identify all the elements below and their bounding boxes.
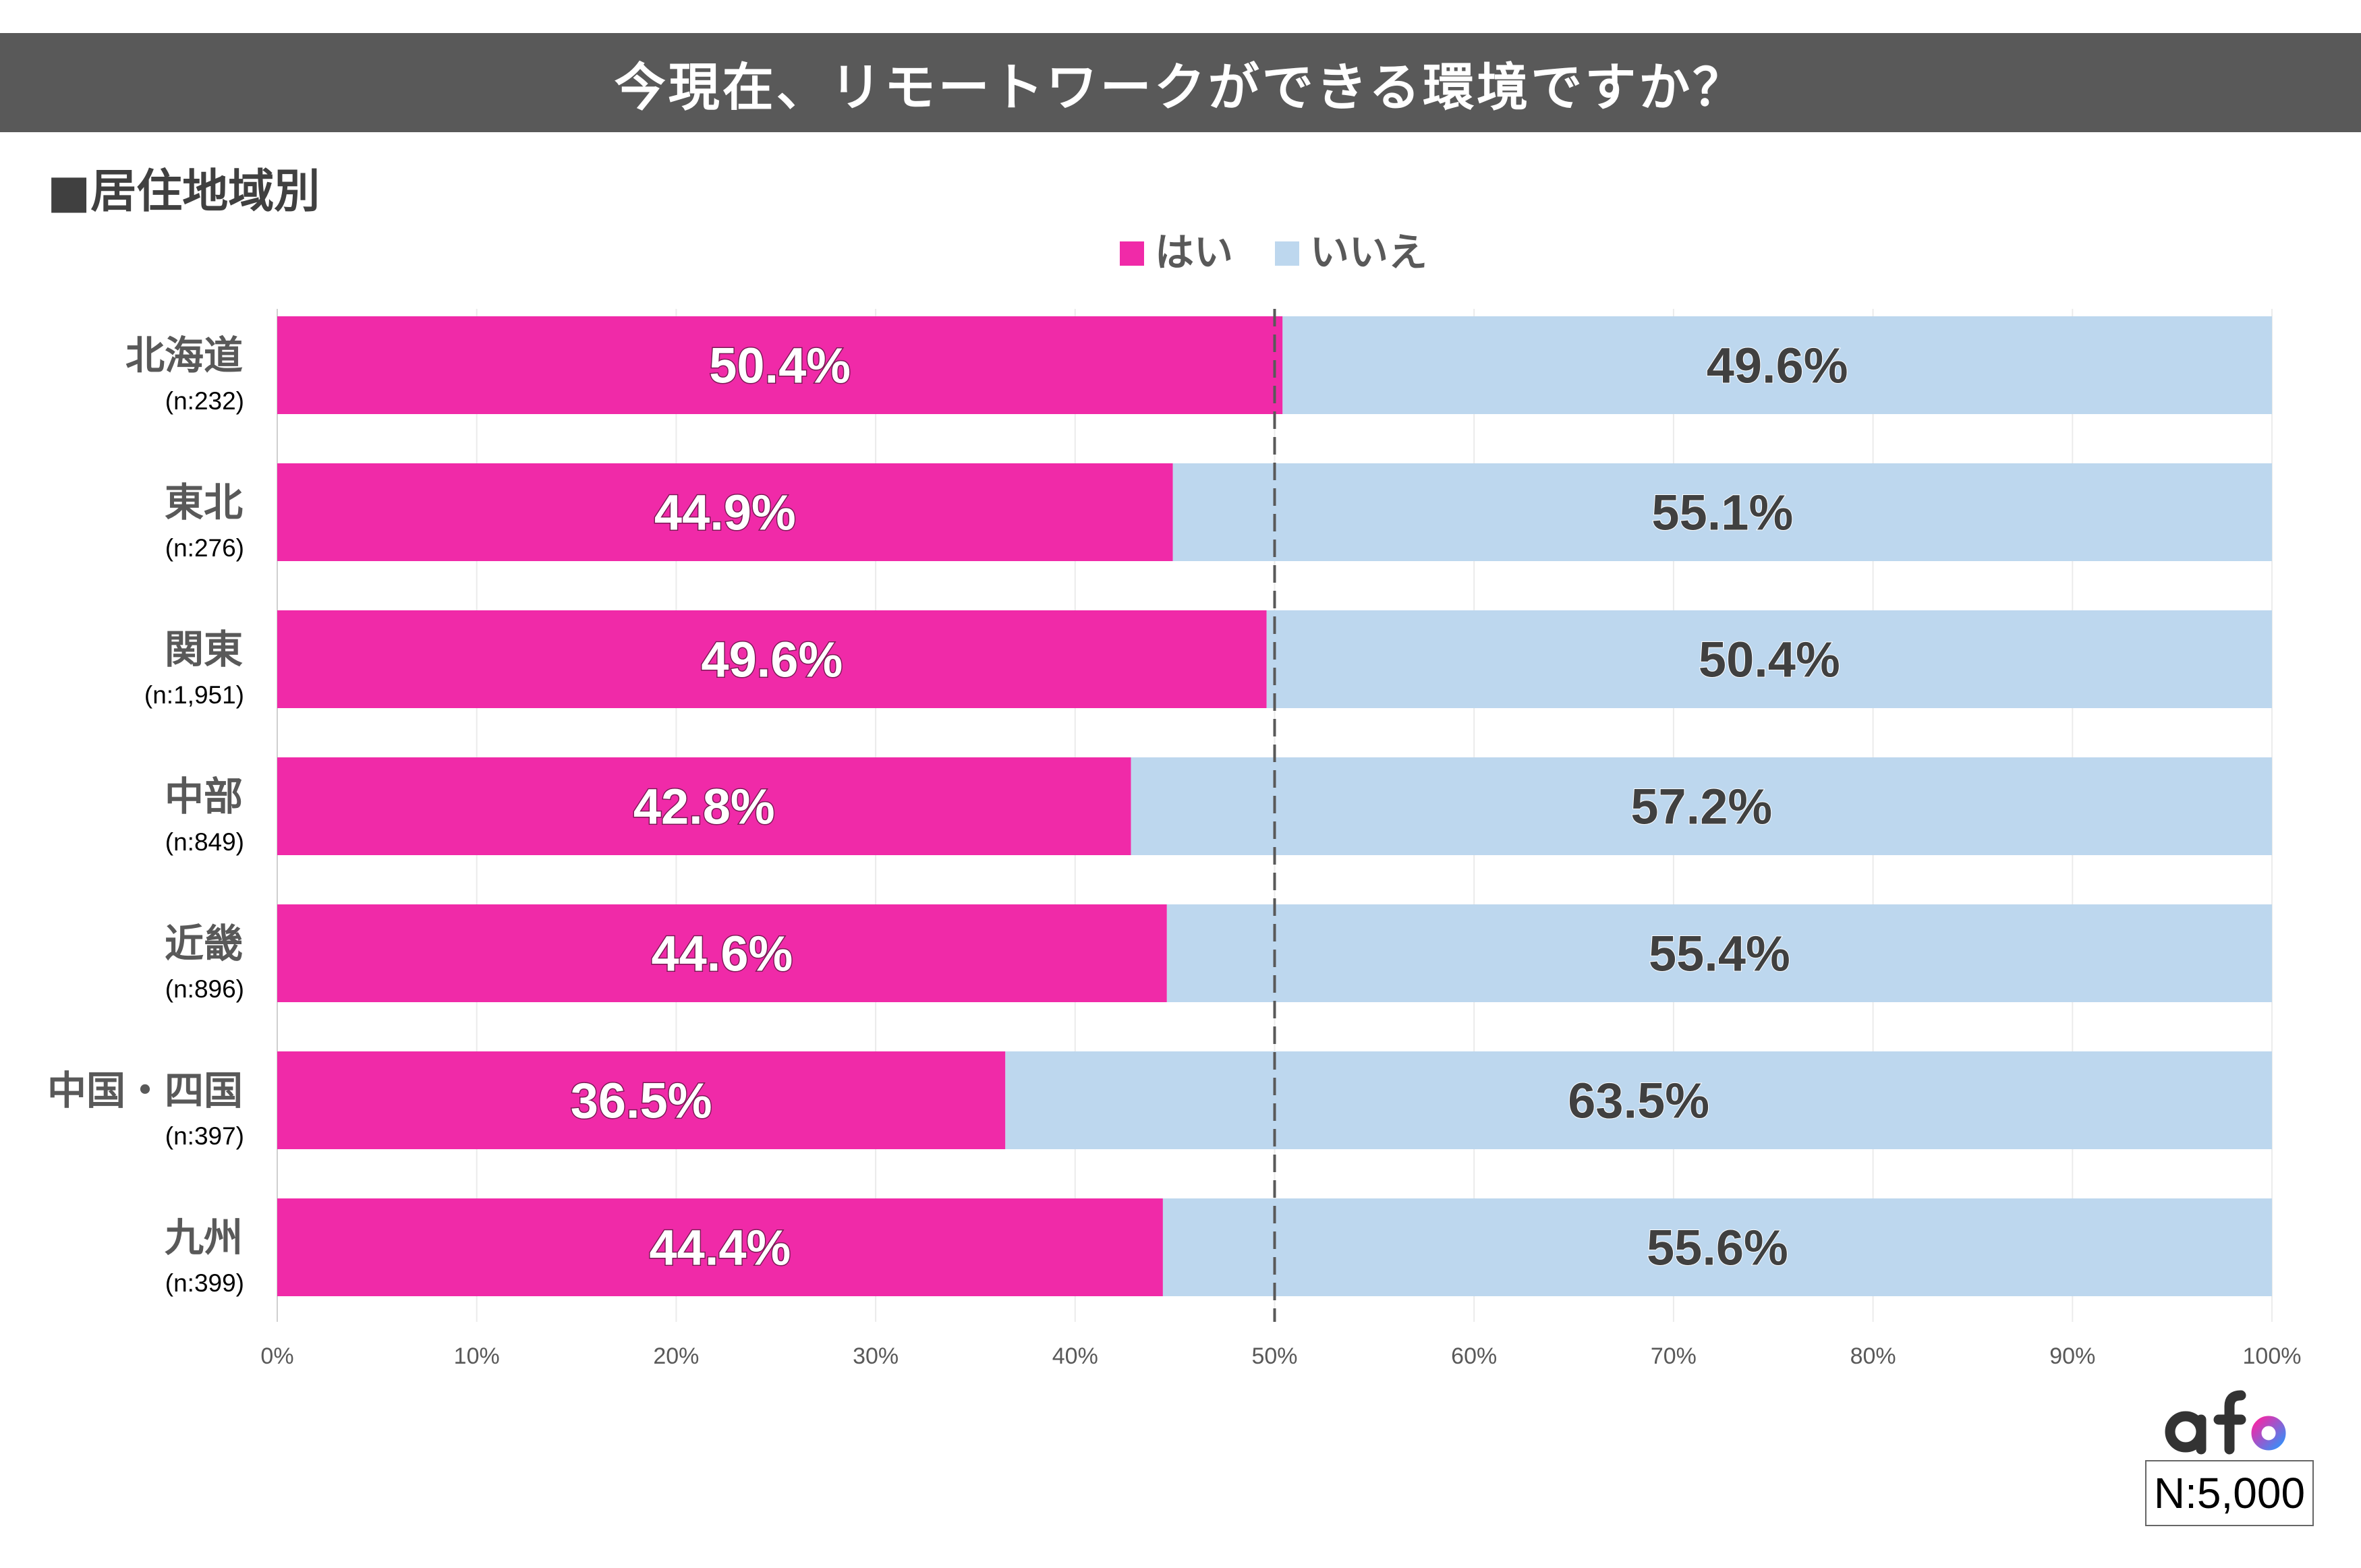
chart-subtitle: ■居住地域別 xyxy=(47,165,320,219)
bar-segment-yes xyxy=(277,1051,1006,1149)
category-label: 九州 xyxy=(165,1215,243,1260)
category-label: 北海道 xyxy=(125,332,243,378)
bar-segment-no xyxy=(1172,463,2272,561)
bar-segment-yes xyxy=(277,1198,1163,1296)
x-tick-label: 10% xyxy=(454,1343,500,1369)
category-label: 中国・四国 xyxy=(47,1068,243,1113)
afb-logo xyxy=(2165,1387,2286,1455)
x-tick-label: 60% xyxy=(1451,1343,1497,1369)
data-label: 55.6% xyxy=(1647,1220,1788,1276)
bar-segment-yes xyxy=(277,757,1131,855)
chart-title-bar: 今現在、リモートワークができる環境ですか？ xyxy=(0,33,2361,132)
bar-segment-no xyxy=(1266,610,2272,708)
x-tick-label: 80% xyxy=(1850,1343,1896,1369)
category-label: 東北 xyxy=(165,480,243,525)
x-tick-label: 50% xyxy=(1251,1343,1297,1369)
bar-segment-yes xyxy=(277,904,1167,1002)
x-tick-label: 90% xyxy=(2049,1343,2095,1369)
legend-label-no: いいえ xyxy=(1310,229,1427,275)
category-n-label: (n:397) xyxy=(165,1122,244,1150)
bar-segment-yes xyxy=(277,463,1173,561)
legend-label-yes: はい xyxy=(1155,229,1233,275)
category-label: 近畿 xyxy=(165,921,243,966)
bar-segment-no xyxy=(1282,316,2272,414)
sample-size: N:5,000 xyxy=(2153,1469,2306,1517)
bar-segment-no xyxy=(1162,1198,2272,1296)
chart-title: 今現在、リモートワークができる環境ですか？ xyxy=(614,57,1747,117)
data-label: 55.1% xyxy=(1651,485,1793,541)
data-label: 44.4% xyxy=(650,1220,791,1276)
bar-segment-yes xyxy=(277,316,1283,414)
category-n-label: (n:849) xyxy=(165,828,244,856)
x-tick-label: 100% xyxy=(2243,1343,2302,1369)
data-label: 44.6% xyxy=(651,926,793,982)
bar-segment-no xyxy=(1166,904,2272,1002)
bar-segment-yes xyxy=(277,610,1267,708)
category-n-label: (n:1,951) xyxy=(144,681,244,709)
sample-size-box: N:5,000 xyxy=(2145,1460,2314,1526)
data-label: 55.4% xyxy=(1649,926,1790,982)
x-tick-label: 70% xyxy=(1651,1343,1697,1369)
category-n-label: (n:399) xyxy=(165,1269,244,1297)
category-label: 関東 xyxy=(165,627,243,672)
x-tick-label: 20% xyxy=(653,1343,699,1369)
x-tick-label: 30% xyxy=(853,1343,899,1369)
data-label: 49.6% xyxy=(1707,338,1848,394)
category-n-label: (n:896) xyxy=(165,975,244,1003)
data-label: 36.5% xyxy=(571,1073,712,1129)
data-label: 57.2% xyxy=(1630,779,1772,835)
data-label: 49.6% xyxy=(701,632,843,688)
data-label: 44.9% xyxy=(654,485,796,541)
legend-swatch-no xyxy=(1275,241,1299,266)
data-label: 42.8% xyxy=(633,779,775,835)
data-label: 50.4% xyxy=(709,338,851,394)
legend-swatch-yes xyxy=(1120,241,1144,266)
category-label: 中部 xyxy=(165,774,243,819)
bar-segment-no xyxy=(1131,757,2272,855)
x-tick-label: 40% xyxy=(1052,1343,1098,1369)
x-tick-label: 0% xyxy=(260,1343,293,1369)
bar-segment-no xyxy=(1005,1051,2272,1149)
category-n-label: (n:232) xyxy=(165,387,244,415)
data-label: 63.5% xyxy=(1568,1073,1709,1129)
data-label: 50.4% xyxy=(1699,632,1840,688)
category-n-label: (n:276) xyxy=(165,534,244,562)
